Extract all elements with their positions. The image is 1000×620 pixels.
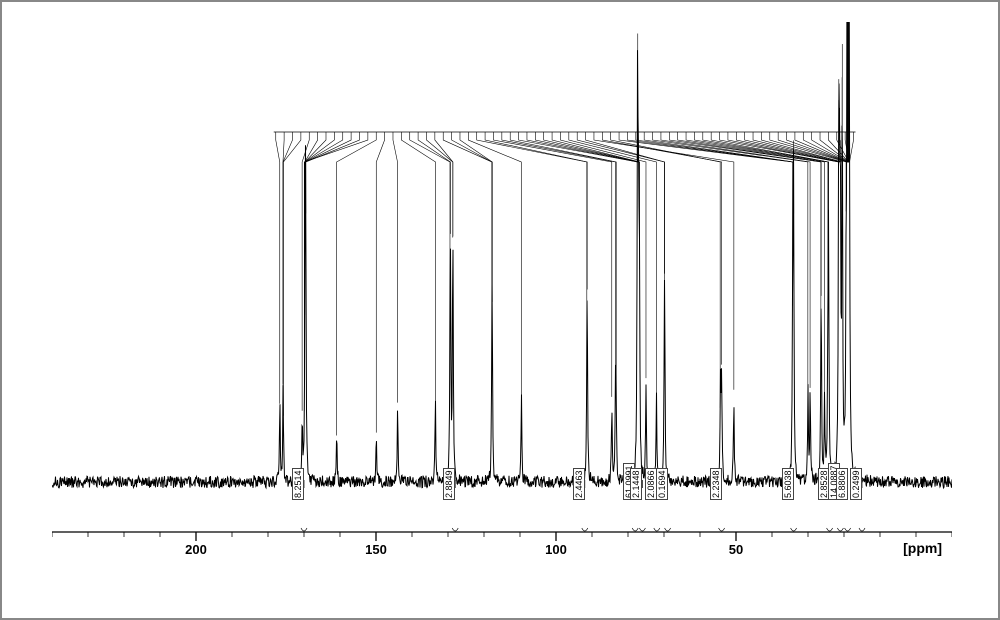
integral-label: 0.1694 xyxy=(656,468,668,500)
peak-leader xyxy=(426,132,452,237)
peak-leader xyxy=(452,132,492,298)
peak-leader xyxy=(493,132,611,397)
peak-leader xyxy=(577,132,664,281)
peak-leader xyxy=(376,132,384,433)
axis-tick-label: 100 xyxy=(545,542,567,557)
peak-leader xyxy=(502,132,616,365)
integral-label: 8.2514 xyxy=(292,468,304,500)
peak-leader xyxy=(283,132,300,416)
peak-leader xyxy=(661,132,810,388)
peak-leader xyxy=(602,132,721,365)
peak-leader xyxy=(485,132,587,290)
peak-leader xyxy=(393,132,398,403)
peak-leader xyxy=(401,132,435,403)
axis-tick-label: 150 xyxy=(365,542,387,557)
integral-label: 2.0866 xyxy=(645,468,657,500)
peak-leader xyxy=(305,132,326,252)
peak-leader xyxy=(569,132,657,394)
peak-leader xyxy=(686,132,824,398)
peak-leader xyxy=(653,132,808,387)
peak-leader xyxy=(477,132,587,330)
peak-leader xyxy=(283,132,292,384)
peak-leader xyxy=(276,132,280,404)
peak-leader xyxy=(337,132,377,436)
axis-tick-label: 200 xyxy=(185,542,207,557)
integral-label: 2.4463 xyxy=(573,468,585,500)
peak-leader xyxy=(560,132,646,378)
peak-leader xyxy=(460,132,492,302)
peak-leader xyxy=(510,132,616,379)
integral-label: 2.1448 xyxy=(630,468,642,500)
peak-leader xyxy=(306,132,360,213)
integral-label: 6.8806 xyxy=(836,468,848,500)
integral-label: 0.2499 xyxy=(850,468,862,500)
plot-area: 176.7355175.8375175.8266175.7091170.5205… xyxy=(52,22,948,558)
peak-leader xyxy=(304,132,368,411)
peak-label-layer: 176.7355175.8375175.8266175.7091170.5205… xyxy=(52,22,948,142)
peak-leader xyxy=(468,132,521,403)
integral-label: 2.8849 xyxy=(443,468,455,500)
peak-leader xyxy=(410,132,450,291)
axis-tick-label: 50 xyxy=(729,542,743,557)
integral-label: 5.6038 xyxy=(782,468,794,500)
axis-title: [ppm] xyxy=(903,540,942,556)
integral-label: 2.2348 xyxy=(710,468,722,500)
nmr-spectrum-frame: 176.7355175.8375175.8266175.7091170.5205… xyxy=(0,0,1000,620)
